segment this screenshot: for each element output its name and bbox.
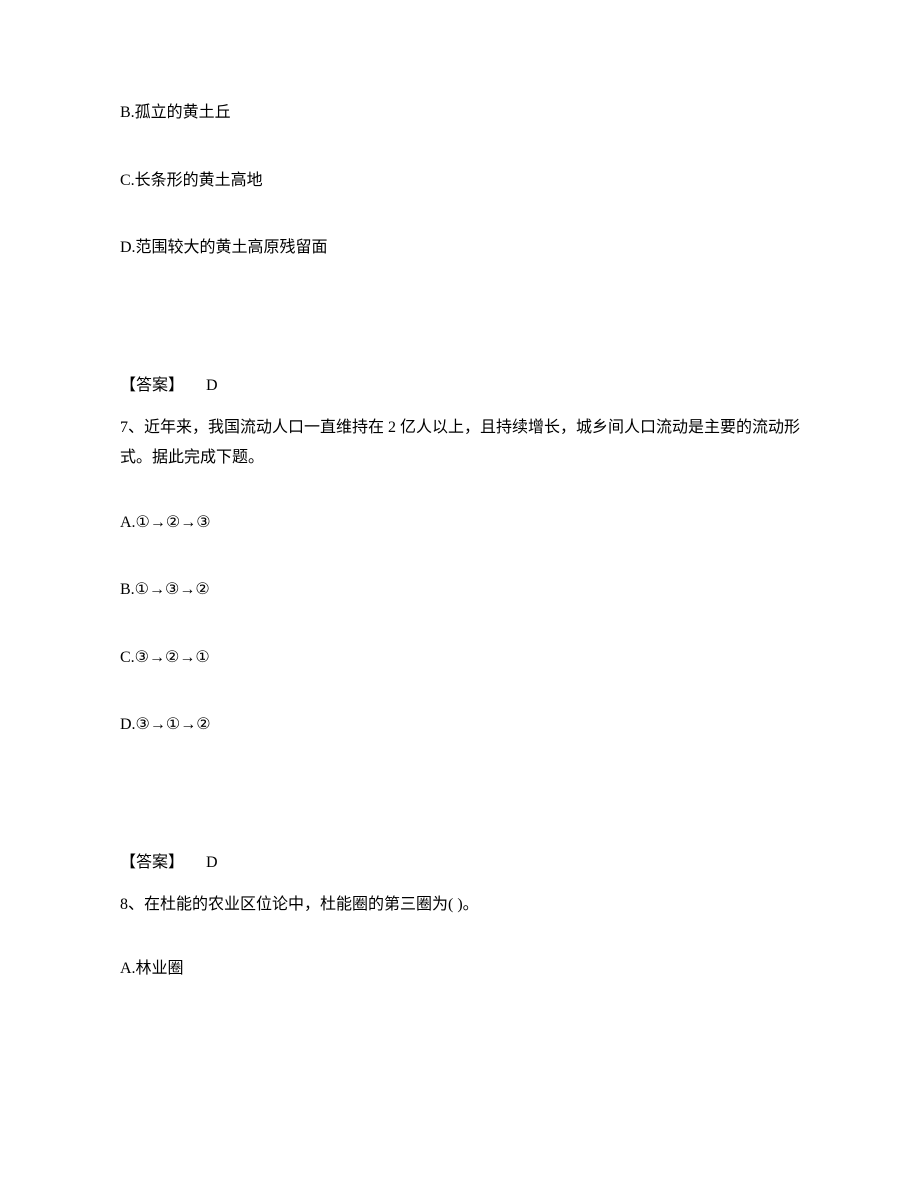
q7-stem: 7、近年来，我国流动人口一直维持在 2 亿人以上，且持续增长，城乡间人口流动是主… bbox=[120, 413, 800, 474]
q8-option-a: A.林业圈 bbox=[120, 956, 800, 982]
document-page: B.孤立的黄土丘 C.长条形的黄土高地 D.范围较大的黄土高原残留面 【答案】 … bbox=[0, 0, 920, 1084]
q7-answer-block: 【答案】 D bbox=[120, 848, 800, 872]
q7-option-c: C.③→②→① bbox=[120, 645, 800, 671]
q6-option-d: D.范围较大的黄土高原残留面 bbox=[120, 235, 800, 261]
q7-answer-label: 【答案】 bbox=[120, 854, 184, 871]
q7-option-b: B.①→③→② bbox=[120, 577, 800, 603]
q8-stem: 8、在杜能的农业区位论中，杜能圈的第三圈为( )。 bbox=[120, 890, 800, 920]
q6-option-c: C.长条形的黄土高地 bbox=[120, 168, 800, 194]
q6-answer-block: 【答案】 D bbox=[120, 371, 800, 395]
q7-answer-value: D bbox=[206, 854, 218, 871]
q7-option-d: D.③→①→② bbox=[120, 712, 800, 738]
q6-answer-label: 【答案】 bbox=[120, 377, 184, 394]
q6-answer-value: D bbox=[206, 377, 218, 394]
q6-option-b: B.孤立的黄土丘 bbox=[120, 100, 800, 126]
q7-option-a: A.①→②→③ bbox=[120, 510, 800, 536]
